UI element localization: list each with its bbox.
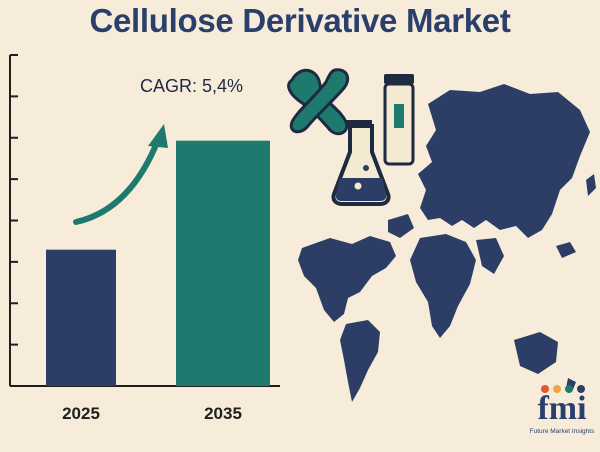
- bar-chart: 2025 2035: [9, 54, 280, 423]
- x-tick-label-2035: 2035: [204, 404, 242, 423]
- icon-group: [287, 68, 415, 206]
- world-map-icon: [298, 84, 596, 402]
- growth-arrow: [73, 137, 161, 225]
- x-tick-label-2025: 2025: [62, 404, 100, 423]
- logo-mark: fmi: [537, 390, 587, 427]
- tube-icon: [383, 74, 415, 166]
- growth-arrow-head: [148, 124, 168, 148]
- logo-dots-icon: [541, 385, 585, 393]
- bar-2025: [46, 249, 116, 386]
- page-title: Cellulose Derivative Market: [89, 2, 511, 39]
- bar-2035: [176, 140, 270, 386]
- fmi-logo: fmi Future Market Insights: [526, 384, 598, 450]
- flask-icon: [331, 120, 391, 206]
- logo-subtitle: Future Market Insights: [529, 428, 595, 435]
- cagr-annotation: CAGR: 5,4%: [140, 76, 244, 96]
- cellulose-molecule-icon: [287, 68, 350, 136]
